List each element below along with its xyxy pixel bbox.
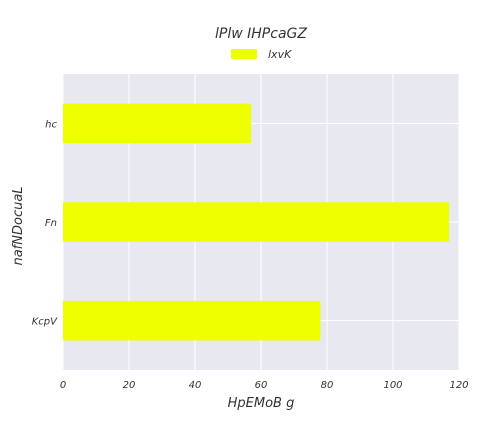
x-tick-label: 0 xyxy=(60,380,66,391)
x-tick-label: 20 xyxy=(123,380,136,391)
x-tick-label: 120 xyxy=(449,380,468,391)
bar-hc xyxy=(63,103,252,144)
y-tick-label: KcpV xyxy=(32,317,58,328)
bars xyxy=(63,103,450,341)
y-tick-label: Fn xyxy=(45,218,57,229)
y-tick-labels: KcpV Fn hc xyxy=(32,119,58,327)
x-tick-label: 60 xyxy=(255,380,268,391)
x-tick-label: 80 xyxy=(321,380,334,391)
x-tick-label: 40 xyxy=(189,380,202,391)
y-axis-label: nafNDocuaL xyxy=(11,186,26,265)
bar-KcpV xyxy=(63,300,321,341)
bar-Fn xyxy=(63,202,450,242)
x-tick-label: 100 xyxy=(383,380,402,391)
y-tick-label: hc xyxy=(45,119,57,130)
chart-title: lPlw IHPcaGZ xyxy=(215,26,307,42)
legend-label: lxvK xyxy=(268,48,292,61)
x-axis-label: HpEMoB g xyxy=(228,396,295,411)
x-tick-labels: 0 20 40 60 80 100 120 xyxy=(60,380,469,391)
legend: lxvK xyxy=(231,48,292,61)
legend-swatch xyxy=(231,49,257,59)
